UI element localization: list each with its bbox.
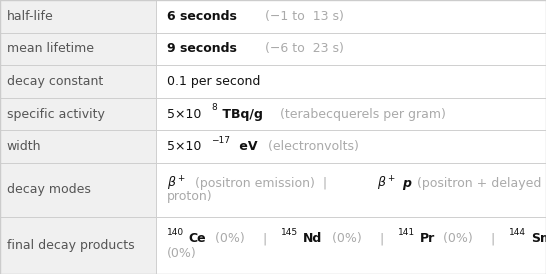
Text: proton): proton): [167, 190, 212, 203]
Bar: [156, 33, 546, 65]
Text: 9 seconds: 9 seconds: [167, 42, 236, 55]
Text: 140: 140: [167, 229, 183, 238]
Bar: [156, 217, 546, 274]
Text: (−6 to  23 s): (−6 to 23 s): [257, 42, 343, 55]
Text: final decay products: final decay products: [7, 239, 134, 252]
Text: (positron + delayed: (positron + delayed: [413, 178, 542, 190]
Text: |: |: [483, 232, 503, 246]
Text: width: width: [7, 140, 41, 153]
Bar: [0, 0, 156, 33]
Bar: [0, 130, 156, 163]
Text: (0%): (0%): [440, 232, 473, 246]
Text: Ce: Ce: [188, 232, 206, 246]
Bar: [156, 163, 546, 217]
Text: half-life: half-life: [7, 10, 54, 23]
Text: 144: 144: [509, 229, 526, 238]
Text: p: p: [402, 178, 411, 190]
Bar: [0, 98, 156, 130]
Bar: [156, 0, 546, 33]
Bar: [156, 65, 546, 98]
Text: $\beta^+$: $\beta^+$: [377, 175, 396, 193]
Bar: [156, 130, 546, 163]
Text: |: |: [371, 232, 392, 246]
Text: 8: 8: [211, 104, 217, 113]
Bar: [0, 33, 156, 65]
Text: (0%): (0%): [328, 232, 362, 246]
Text: decay modes: decay modes: [7, 184, 91, 196]
Text: (terabecquerels per gram): (terabecquerels per gram): [276, 107, 446, 121]
Text: 5×10: 5×10: [167, 107, 201, 121]
Text: (0%): (0%): [211, 232, 245, 246]
Text: (0%): (0%): [167, 247, 196, 260]
Text: 5×10: 5×10: [167, 140, 201, 153]
Text: $\beta^+$: $\beta^+$: [167, 175, 186, 193]
Text: (positron emission)  |: (positron emission) |: [191, 178, 335, 190]
Text: 141: 141: [397, 229, 415, 238]
Text: eV: eV: [235, 140, 258, 153]
Text: −17: −17: [211, 136, 230, 145]
Bar: [156, 98, 546, 130]
Text: 6 seconds: 6 seconds: [167, 10, 236, 23]
Text: 0.1 per second: 0.1 per second: [167, 75, 260, 88]
Text: Nd: Nd: [303, 232, 322, 246]
Text: |: |: [255, 232, 275, 246]
Text: Pr: Pr: [420, 232, 435, 246]
Text: (electronvolts): (electronvolts): [264, 140, 359, 153]
Text: 145: 145: [281, 229, 298, 238]
Text: Sm: Sm: [531, 232, 546, 246]
Text: TBq/g: TBq/g: [218, 107, 263, 121]
Text: decay constant: decay constant: [7, 75, 103, 88]
Text: mean lifetime: mean lifetime: [7, 42, 93, 55]
Text: specific activity: specific activity: [7, 107, 104, 121]
Bar: [0, 65, 156, 98]
Text: (−1 to  13 s): (−1 to 13 s): [257, 10, 343, 23]
Bar: [0, 217, 156, 274]
Bar: [0, 163, 156, 217]
